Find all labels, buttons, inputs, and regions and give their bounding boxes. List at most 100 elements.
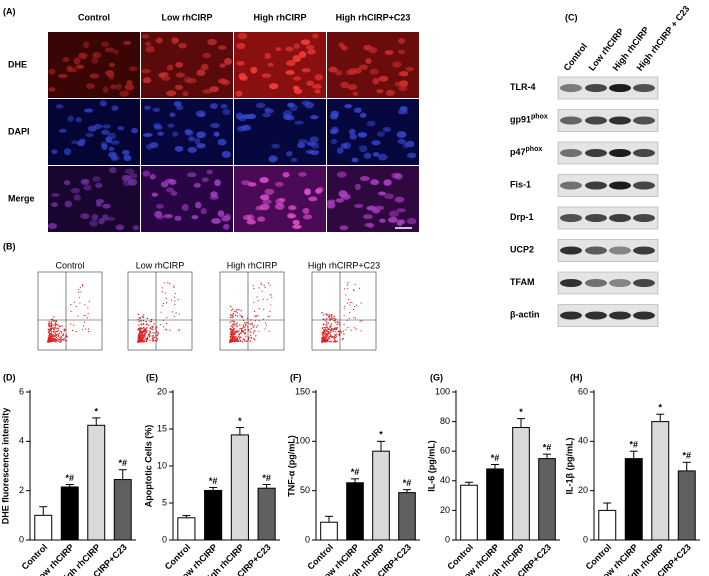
bar xyxy=(34,514,53,541)
cell xyxy=(80,178,90,186)
event-dot xyxy=(257,314,259,317)
y-tick-label: 15 xyxy=(157,423,167,433)
cell xyxy=(239,75,248,81)
event-dot xyxy=(57,327,59,330)
event-dot xyxy=(239,314,241,316)
event-dot xyxy=(348,299,350,301)
event-dot xyxy=(152,327,154,329)
event-dot xyxy=(333,341,336,343)
event-dot xyxy=(343,323,345,325)
cell xyxy=(398,71,409,77)
y-tick-label: 150 xyxy=(295,386,310,396)
event-dot xyxy=(252,326,254,328)
y-axis-label: TNF-α (pg/mL) xyxy=(286,435,296,497)
event-dot xyxy=(145,327,147,330)
event-dot xyxy=(139,340,141,343)
event-dot xyxy=(236,315,239,317)
band xyxy=(560,116,582,125)
event-dot xyxy=(87,331,90,333)
event-dot xyxy=(326,334,328,336)
event-dot xyxy=(330,323,333,325)
event-dot xyxy=(249,331,252,333)
cell xyxy=(370,179,380,186)
cell xyxy=(220,104,228,109)
bar xyxy=(87,424,106,541)
cell xyxy=(104,47,115,53)
event-dot xyxy=(145,330,147,332)
event-dot xyxy=(229,321,231,323)
event-dot xyxy=(253,310,256,313)
event-dot xyxy=(352,308,355,311)
event-dot xyxy=(323,337,325,340)
event-dot xyxy=(141,334,143,336)
event-dot xyxy=(236,330,238,332)
event-dot xyxy=(350,329,352,331)
cell xyxy=(396,131,407,139)
cell xyxy=(194,137,201,145)
protein-name: UCP2 xyxy=(510,245,534,255)
cell xyxy=(394,81,401,87)
y-axis-label: DHE fluorescence intensity xyxy=(0,408,10,525)
event-dot xyxy=(57,335,60,338)
event-dot xyxy=(150,328,152,330)
y-tick-label: 20 xyxy=(157,386,167,396)
event-dot xyxy=(230,331,232,334)
cell xyxy=(285,46,294,52)
cell xyxy=(217,138,227,146)
event-dot xyxy=(346,284,349,286)
band xyxy=(633,246,655,255)
cell xyxy=(391,172,402,179)
event-dot xyxy=(141,324,143,326)
event-dot xyxy=(83,315,85,317)
event-dot xyxy=(51,337,54,340)
event-dot xyxy=(269,284,271,286)
event-dot xyxy=(137,313,140,316)
event-dot xyxy=(235,335,237,338)
cell xyxy=(78,138,86,144)
event-dot xyxy=(328,316,330,318)
event-dot xyxy=(248,339,250,341)
band xyxy=(633,311,655,320)
event-dot xyxy=(345,294,347,296)
event-dot xyxy=(53,316,55,318)
bar xyxy=(598,509,617,541)
event-dot xyxy=(360,302,362,304)
event-dot xyxy=(341,338,343,341)
cell xyxy=(64,200,73,208)
event-dot xyxy=(144,337,147,340)
cell xyxy=(62,56,70,63)
event-dot xyxy=(236,308,238,311)
event-dot xyxy=(329,333,331,335)
event-dot xyxy=(160,311,162,313)
event-dot xyxy=(333,320,335,322)
event-dot xyxy=(51,338,54,341)
cell xyxy=(268,155,278,163)
event-dot xyxy=(230,339,233,341)
event-dot xyxy=(232,332,235,335)
cell xyxy=(377,131,385,137)
significance-label: *# xyxy=(118,458,127,468)
cell xyxy=(274,181,284,187)
event-dot xyxy=(252,332,255,334)
event-dot xyxy=(53,320,55,322)
event-dot xyxy=(47,341,49,343)
event-dot xyxy=(149,331,152,333)
cell xyxy=(294,120,304,125)
event-dot xyxy=(57,337,59,340)
event-dot xyxy=(54,335,56,337)
cell xyxy=(122,149,130,155)
event-dot xyxy=(250,328,252,330)
event-dot xyxy=(178,330,180,332)
event-dot xyxy=(142,339,144,342)
cell xyxy=(207,38,217,46)
event-dot xyxy=(328,332,330,335)
event-dot xyxy=(244,328,246,331)
band xyxy=(609,311,631,320)
event-dot xyxy=(342,330,344,333)
event-dot xyxy=(333,337,335,340)
cell xyxy=(115,224,125,231)
event-dot xyxy=(55,328,57,330)
cell xyxy=(328,66,338,73)
event-dot xyxy=(87,328,90,330)
event-dot xyxy=(332,318,334,320)
